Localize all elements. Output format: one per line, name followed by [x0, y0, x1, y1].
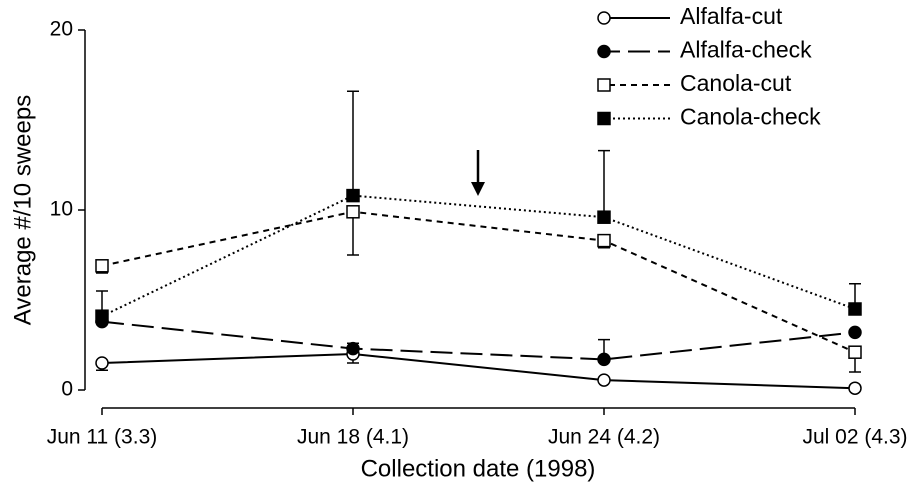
marker: [848, 345, 862, 359]
marker: [95, 356, 109, 370]
y-tick-label: 10: [50, 198, 73, 221]
series: [95, 314, 862, 367]
marker: [346, 188, 360, 203]
marker: [597, 11, 611, 25]
y-tick-label: 20: [50, 18, 73, 41]
series: [95, 205, 862, 373]
marker: [597, 210, 611, 224]
legend-label: Canola-cut: [680, 70, 792, 96]
error-bar: [347, 90, 359, 196]
marker: [597, 78, 611, 92]
marker: [346, 205, 360, 219]
marker: [848, 381, 862, 395]
x-tick-label: Jun 24 (4.2): [548, 426, 660, 449]
x-tick-label: Jun 11 (3.3): [47, 426, 158, 449]
marker: [346, 341, 360, 356]
y-axis-label: Average #/10 sweeps: [9, 95, 36, 325]
legend-entry: Canola-check: [597, 104, 821, 130]
series-line: [101, 352, 856, 390]
legend-label: Alfalfa-check: [680, 37, 812, 63]
series-line: [101, 320, 856, 361]
series-line: [101, 210, 856, 354]
marker: [95, 259, 109, 273]
x-axis-label: Collection date (1998): [361, 455, 596, 482]
marker: [597, 44, 611, 59]
x-tick-label: Jul 02 (4.3): [802, 426, 907, 449]
arrow: [471, 150, 485, 196]
error-bar: [598, 149, 610, 218]
legend-entry: Alfalfa-cut: [597, 3, 783, 29]
series-line: [101, 194, 856, 318]
marker: [848, 325, 862, 340]
y-tick-label: 0: [61, 378, 73, 401]
marker: [597, 352, 611, 367]
error-bar: [347, 211, 359, 256]
legend-label: Alfalfa-cut: [680, 3, 783, 29]
marker: [848, 302, 862, 316]
series: [95, 347, 862, 395]
marker: [95, 309, 109, 323]
marker: [597, 233, 611, 248]
marker: [597, 373, 611, 387]
legend-label: Canola-check: [680, 104, 821, 130]
series: [95, 90, 862, 323]
marker: [597, 111, 611, 126]
x-tick-label: Jun 18 (4.1): [297, 426, 409, 449]
legend-entry: Alfalfa-check: [597, 37, 812, 63]
legend-entry: Canola-cut: [597, 70, 792, 96]
